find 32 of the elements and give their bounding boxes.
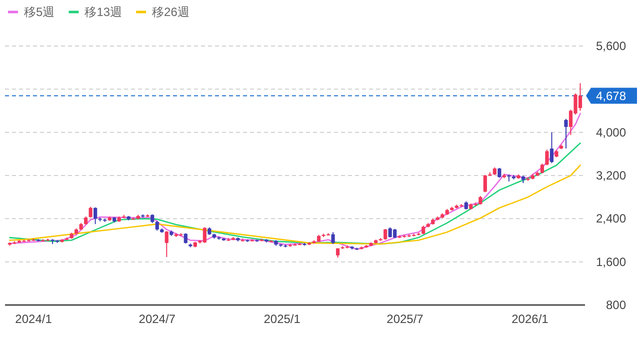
- legend-label: 移5週: [24, 5, 55, 19]
- legend-item: 移5週: [8, 5, 55, 19]
- candlestick: [184, 232, 188, 244]
- candlestick: [331, 232, 335, 245]
- candlestick: [540, 163, 544, 174]
- candlestick: [483, 174, 487, 193]
- ref-line-label: 4,678: [596, 89, 626, 104]
- candlestick: [384, 228, 388, 240]
- x-tick-label: 2025/1: [264, 312, 301, 326]
- x-tick-label: 2026/1: [512, 312, 549, 326]
- y-tick-label: 4,000: [596, 125, 626, 140]
- legend-label: 移13週: [84, 5, 122, 19]
- candlestick: [88, 206, 92, 218]
- x-tick-label: 2024/7: [138, 312, 176, 326]
- candlestick: [550, 132, 554, 164]
- candlestick: [94, 206, 98, 225]
- candlestick: [164, 230, 168, 258]
- y-tick-label: 3,200: [596, 168, 626, 182]
- y-tick-label: 5,600: [596, 39, 626, 53]
- candlestick: [564, 118, 568, 150]
- y-tick-label: 2,400: [596, 212, 626, 226]
- candlestick: [155, 220, 159, 232]
- legend-label: 移26週: [152, 5, 190, 19]
- x-tick-label: 2024/1: [15, 312, 52, 326]
- ref-label: 4,678: [586, 88, 637, 104]
- legend-item: 移26週: [136, 5, 190, 19]
- candlestick: [545, 149, 549, 166]
- y-tick-label: 1,600: [596, 254, 626, 269]
- y-tick-label: 800: [606, 298, 626, 312]
- x-tick-label: 2025/7: [386, 312, 424, 326]
- legend-item: 移13週: [68, 5, 122, 19]
- candlestick: [498, 167, 502, 178]
